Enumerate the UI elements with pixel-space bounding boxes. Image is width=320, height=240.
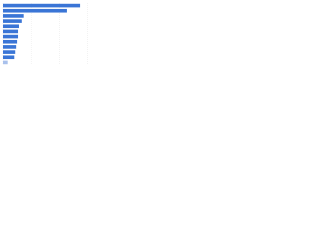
bar bbox=[3, 34, 19, 39]
bar bbox=[3, 8, 67, 13]
chart bbox=[2, 3, 88, 65]
bar bbox=[3, 19, 22, 23]
bar bbox=[3, 29, 19, 34]
bar bbox=[3, 39, 18, 44]
bar bbox=[3, 50, 16, 54]
bar bbox=[3, 45, 17, 49]
bar bbox=[3, 24, 19, 29]
bar bbox=[3, 3, 81, 8]
bar bbox=[3, 55, 15, 60]
bar bbox=[3, 60, 8, 65]
bar bbox=[3, 14, 24, 18]
